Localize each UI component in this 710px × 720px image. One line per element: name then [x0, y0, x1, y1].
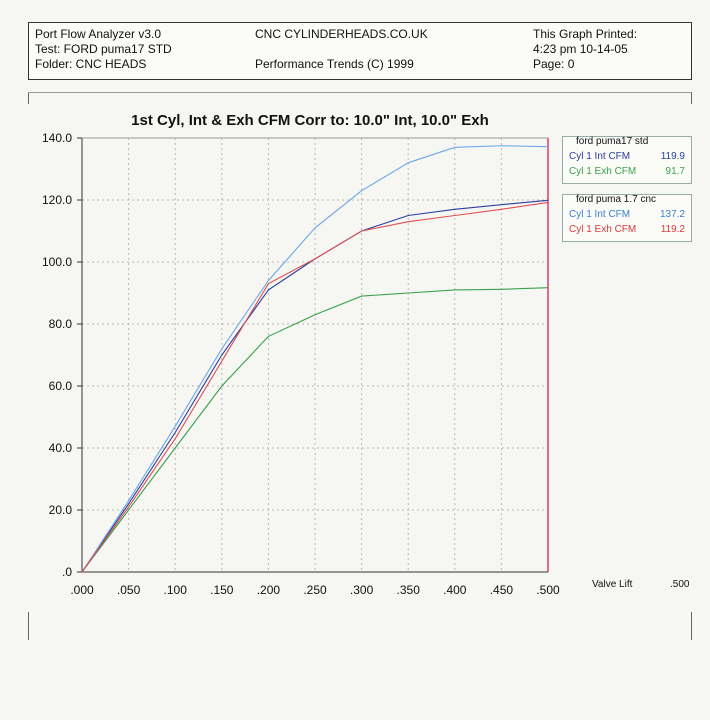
- y-tick-label: 80.0: [49, 317, 73, 331]
- header-test-name: Test: FORD puma17 STD: [35, 42, 172, 56]
- legend-group-2-title: ford puma 1.7 cnc: [576, 194, 657, 205]
- x-tick-label: .200: [257, 583, 281, 597]
- y-tick-label: 120.0: [42, 193, 72, 207]
- series-line-3: [81, 145, 549, 573]
- header-folder: Folder: CNC HEADS: [35, 57, 147, 71]
- frame-left-top: [28, 92, 29, 104]
- y-tick-label: 20.0: [49, 503, 73, 517]
- header-copyright: Performance Trends (C) 1999: [255, 57, 414, 71]
- x-tick-label: .150: [210, 583, 234, 597]
- x-tick-label: .050: [117, 583, 141, 597]
- header-printed-label: This Graph Printed:: [533, 27, 638, 41]
- legend-group-2: ford puma 1.7 cnc Cyl 1 Int CFM 137.2 Cy…: [562, 194, 692, 242]
- grid: [82, 138, 548, 572]
- header-company: CNC CYLINDERHEADS.CO.UK: [255, 27, 428, 41]
- legend-item-3-value: 137.2: [659, 209, 685, 220]
- report-header: Port Flow Analyzer v3.0 Test: FORD puma1…: [28, 22, 692, 80]
- x-tick-label: .400: [443, 583, 467, 597]
- x-axis-label-value: .500: [670, 579, 690, 590]
- legend-item-1-label: Cyl 1 Int CFM: [569, 151, 631, 162]
- legend-group-1: ford puma17 std Cyl 1 Int CFM 119.9 Cyl …: [562, 136, 692, 184]
- x-tick-label: .350: [397, 583, 421, 597]
- y-tick-label: 100.0: [42, 255, 72, 269]
- legend-item-4-value: 119.2: [660, 224, 685, 235]
- series-line-2: [81, 287, 549, 573]
- header-printed-time: 4:23 pm 10-14-05: [533, 42, 628, 56]
- series-line-4: [81, 201, 549, 573]
- legend-item-4-label: Cyl 1 Exh CFM: [569, 224, 637, 235]
- header-app-name: Port Flow Analyzer v3.0: [35, 27, 162, 41]
- x-tick-label: .250: [303, 583, 327, 597]
- chart-title: 1st Cyl, Int & Exh CFM Corr to: 10.0" In…: [131, 112, 489, 129]
- x-tick-label: .000: [70, 583, 94, 597]
- frame-left-bottom: [28, 612, 29, 640]
- legend-item-2-value: 91.7: [665, 166, 685, 177]
- legend-item-3-label: Cyl 1 Int CFM: [569, 209, 631, 220]
- y-tick-label: 40.0: [49, 441, 73, 455]
- legend-group-1-title: ford puma17 std: [576, 136, 649, 147]
- frame-right-bottom: [691, 612, 692, 640]
- x-tick-label: .300: [350, 583, 374, 597]
- y-tick-label: 140.0: [42, 131, 72, 145]
- x-axis-label: Valve Lift: [592, 579, 633, 590]
- frame-right-top: [691, 92, 692, 104]
- series-lines: [81, 145, 549, 573]
- y-tick-label: 60.0: [49, 379, 73, 393]
- header-page: Page: 0: [533, 57, 575, 71]
- y-tick-label: .0: [62, 565, 72, 579]
- frame-top-rule: [28, 92, 692, 93]
- x-tick-label: .500: [536, 583, 560, 597]
- x-tick-label: .100: [164, 583, 188, 597]
- x-tick-label: .450: [490, 583, 514, 597]
- legend-item-1-value: 119.9: [660, 151, 685, 162]
- axes: .000 .050 .100 .150 .200 .250 .300 .350 .400 .450…: [42, 131, 560, 597]
- legend-item-2-label: Cyl 1 Exh CFM: [569, 166, 637, 177]
